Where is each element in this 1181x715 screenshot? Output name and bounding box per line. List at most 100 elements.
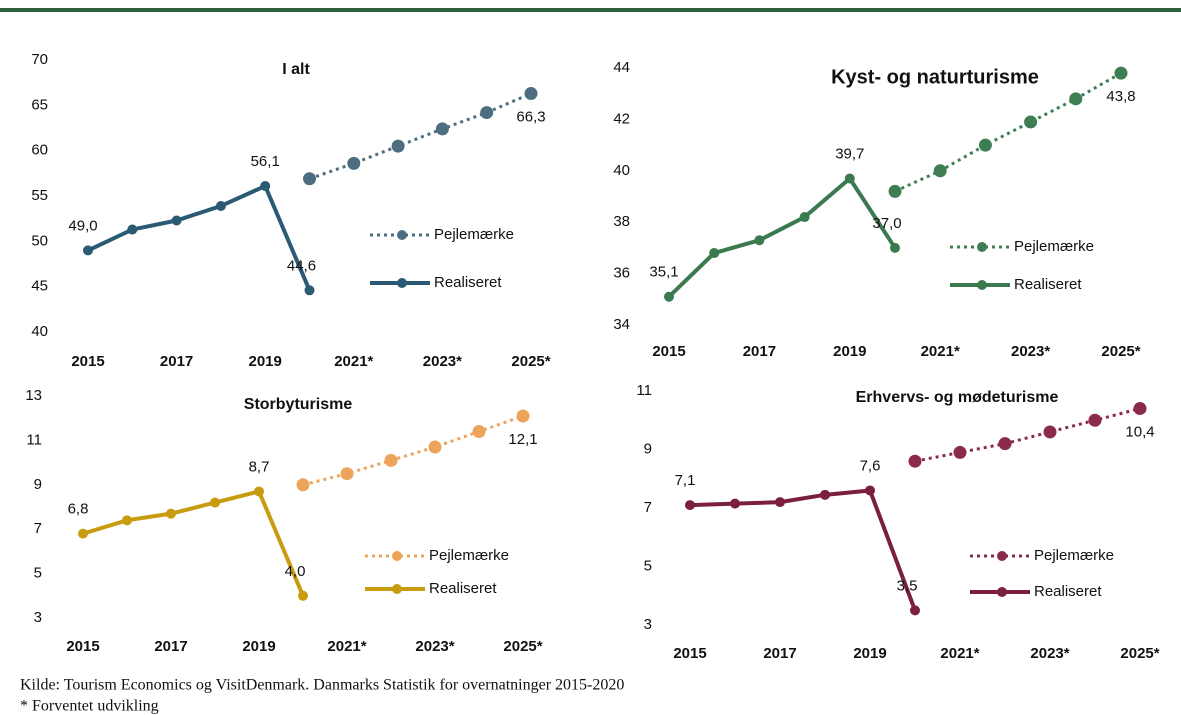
footnote: * Forventet udvikling <box>20 698 159 715</box>
data-point <box>890 242 900 253</box>
data-point <box>1069 92 1083 106</box>
x-tick-label: 2021* <box>940 645 979 662</box>
x-tick-label: 2025* <box>1120 645 1159 662</box>
data-point <box>435 122 449 136</box>
x-tick-label: 2021* <box>327 638 366 655</box>
x-tick-label: 2015 <box>66 638 99 655</box>
data-point <box>78 528 88 539</box>
data-point <box>910 605 920 616</box>
data-point <box>1024 115 1038 129</box>
legend-marker <box>397 278 407 288</box>
data-point <box>820 489 830 500</box>
top-rule <box>0 8 1181 12</box>
data-point <box>391 139 405 153</box>
legend-label: Realiseret <box>434 274 502 291</box>
x-tick-label: 2021* <box>334 353 373 370</box>
x-tick-label: 2017 <box>160 353 193 370</box>
data-label: 12,1 <box>508 431 537 448</box>
x-tick-label: 2025* <box>503 638 542 655</box>
data-point <box>1114 66 1128 80</box>
data-point <box>171 215 182 226</box>
data-point <box>799 212 810 223</box>
data-point <box>296 478 310 492</box>
data-point <box>384 453 398 467</box>
data-point <box>83 245 93 256</box>
data-point <box>166 508 176 519</box>
legend-marker <box>997 551 1007 561</box>
data-point <box>122 515 132 526</box>
y-tick-label: 65 <box>31 96 48 113</box>
legend-marker <box>977 280 987 290</box>
data-point <box>340 467 354 481</box>
y-tick-label: 13 <box>25 387 42 404</box>
y-tick-label: 9 <box>644 440 652 457</box>
chart-title: Erhvervs- og mødeturisme <box>856 389 1059 406</box>
x-tick-label: 2017 <box>743 343 776 360</box>
x-tick-label: 2019 <box>853 645 886 662</box>
y-tick-label: 40 <box>31 323 48 340</box>
x-tick-label: 2023* <box>423 353 462 370</box>
data-point <box>978 138 992 152</box>
legend-label: Realiseret <box>1034 583 1102 600</box>
data-point <box>298 590 308 601</box>
legend-marker <box>392 584 402 594</box>
data-point <box>210 497 220 508</box>
data-point <box>254 486 264 497</box>
x-tick-label: 2019 <box>249 353 282 370</box>
data-point <box>480 106 494 120</box>
data-point <box>260 181 271 192</box>
legend-marker <box>997 587 1007 597</box>
source-note: Kilde: Tourism Economics og VisitDenmark… <box>20 677 624 694</box>
data-point <box>524 87 538 101</box>
y-tick-label: 9 <box>34 476 42 493</box>
y-tick-label: 3 <box>34 609 42 626</box>
data-point <box>933 164 947 178</box>
data-label: 37,0 <box>872 215 901 232</box>
data-point <box>347 156 361 170</box>
series-line <box>894 71 1122 193</box>
data-point <box>304 285 315 296</box>
x-tick-label: 2019 <box>833 343 866 360</box>
series-line <box>302 414 524 487</box>
data-label: 49,0 <box>68 217 97 234</box>
x-tick-label: 2017 <box>763 645 796 662</box>
data-label: 43,8 <box>1106 88 1135 105</box>
legend-marker <box>977 242 987 252</box>
data-point <box>953 445 967 459</box>
legend-label: Realiseret <box>1014 276 1082 293</box>
legend-label: Realiseret <box>429 580 497 597</box>
data-label: 4,0 <box>285 563 306 580</box>
data-point <box>664 291 674 302</box>
x-tick-label: 2015 <box>71 353 104 370</box>
data-point <box>754 235 765 246</box>
y-tick-label: 7 <box>644 499 652 516</box>
x-tick-label: 2025* <box>1101 343 1140 360</box>
legend-marker <box>392 551 402 561</box>
data-label: 7,6 <box>860 457 881 474</box>
chart-title: Storbyturisme <box>244 396 353 413</box>
x-tick-label: 2023* <box>415 638 454 655</box>
data-point <box>428 440 442 454</box>
x-tick-label: 2019 <box>242 638 275 655</box>
legend-label: Pejlemærke <box>429 547 509 564</box>
y-tick-label: 11 <box>26 431 42 448</box>
data-point <box>516 409 530 423</box>
y-tick-label: 36 <box>613 265 630 282</box>
data-point <box>998 437 1012 451</box>
series-line <box>914 407 1141 463</box>
data-point <box>215 200 226 211</box>
series-line <box>689 488 917 612</box>
data-label: 35,1 <box>649 264 678 281</box>
x-tick-label: 2023* <box>1030 645 1069 662</box>
y-tick-label: 40 <box>613 162 630 179</box>
data-point <box>865 485 875 496</box>
data-point <box>844 173 855 184</box>
y-tick-label: 45 <box>31 278 48 295</box>
data-point <box>685 500 695 511</box>
legend-marker <box>397 230 407 240</box>
y-tick-label: 38 <box>613 213 630 230</box>
data-label: 44,6 <box>287 257 316 274</box>
series-line <box>309 92 532 181</box>
